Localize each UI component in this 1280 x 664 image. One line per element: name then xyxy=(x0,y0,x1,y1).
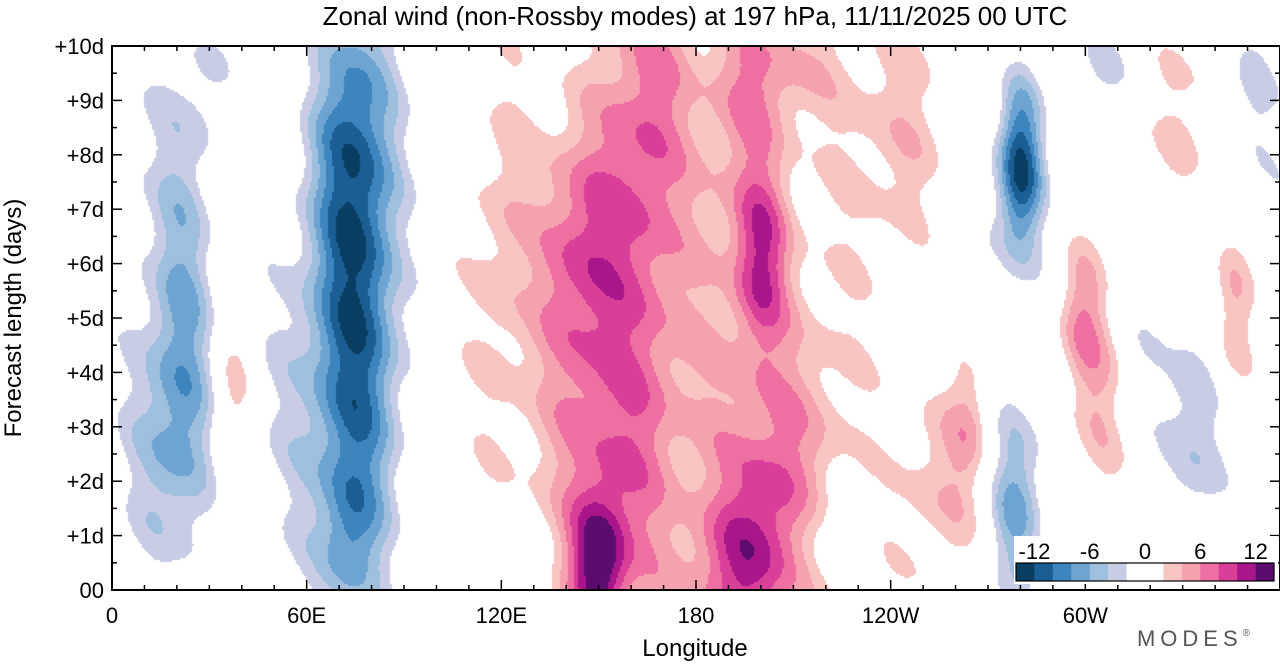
colorbar-swatch xyxy=(1089,563,1109,581)
y-tick-label: +5d xyxy=(67,306,104,331)
colorbar-swatch xyxy=(1052,563,1072,581)
x-axis-label: Longitude xyxy=(642,635,747,662)
colorbar-tick-label: 6 xyxy=(1194,539,1206,564)
x-tick-label: 180 xyxy=(678,603,715,628)
colorbar-tick-label: -6 xyxy=(1080,539,1100,564)
brand-mark: ® xyxy=(1243,628,1255,639)
y-tick-label: +1d xyxy=(67,524,104,549)
brand-logo: MODES® xyxy=(1137,626,1255,651)
colorbar-swatch xyxy=(1163,563,1183,581)
colorbar-swatch xyxy=(1034,563,1054,581)
y-tick-label: 00 xyxy=(80,578,104,603)
colorbar-swatch xyxy=(1255,563,1275,581)
x-tick-label: 60E xyxy=(287,603,326,628)
colorbar-swatch xyxy=(1108,563,1127,581)
y-axis-ticks: 00 +1d +2d +3d +4d +5d +6d +7d +8d +9d +10d xyxy=(54,34,1280,603)
y-tick-label: +7d xyxy=(67,197,104,222)
y-axis-label: Forecast length (days) xyxy=(0,199,27,438)
y-tick-label: +3d xyxy=(67,415,104,440)
plot-area xyxy=(112,46,1280,590)
colorbar-swatch xyxy=(1145,563,1164,581)
colorbar-swatch xyxy=(1218,563,1238,581)
colorbar-swatch xyxy=(1016,563,1035,581)
colorbar-tick-label: -12 xyxy=(1019,539,1051,564)
colorbar-frame xyxy=(1015,562,1275,582)
x-axis-ticks: 0 60E 120E 180 120W 60W xyxy=(106,46,1280,628)
y-tick-label: +6d xyxy=(67,252,104,277)
colorbar-swatch xyxy=(1181,563,1201,581)
colorbar: -12 -6 0 6 12 xyxy=(1014,536,1278,584)
x-tick-label: 120E xyxy=(476,603,527,628)
heatmap-field xyxy=(112,46,1280,590)
y-tick-label: +9d xyxy=(67,88,104,113)
y-tick-label: +4d xyxy=(67,360,104,385)
chart-title: Zonal wind (non-Rossby modes) at 197 hPa… xyxy=(323,1,1068,31)
colorbar-swatch xyxy=(1200,563,1220,581)
y-tick-label: +10d xyxy=(54,34,104,59)
colorbar-swatch xyxy=(1126,563,1146,581)
colorbar-tick-label: 0 xyxy=(1139,539,1151,564)
y-tick-label: +2d xyxy=(67,469,104,494)
x-tick-label: 0 xyxy=(106,603,118,628)
brand-text: MODES xyxy=(1137,626,1243,651)
colorbar-swatch xyxy=(1071,563,1091,581)
colorbar-swatch xyxy=(1237,563,1256,581)
colorbar-tick-label: 12 xyxy=(1243,539,1267,564)
x-tick-label: 60W xyxy=(1063,603,1108,628)
y-tick-label: +8d xyxy=(67,143,104,168)
x-tick-label: 120W xyxy=(862,603,920,628)
